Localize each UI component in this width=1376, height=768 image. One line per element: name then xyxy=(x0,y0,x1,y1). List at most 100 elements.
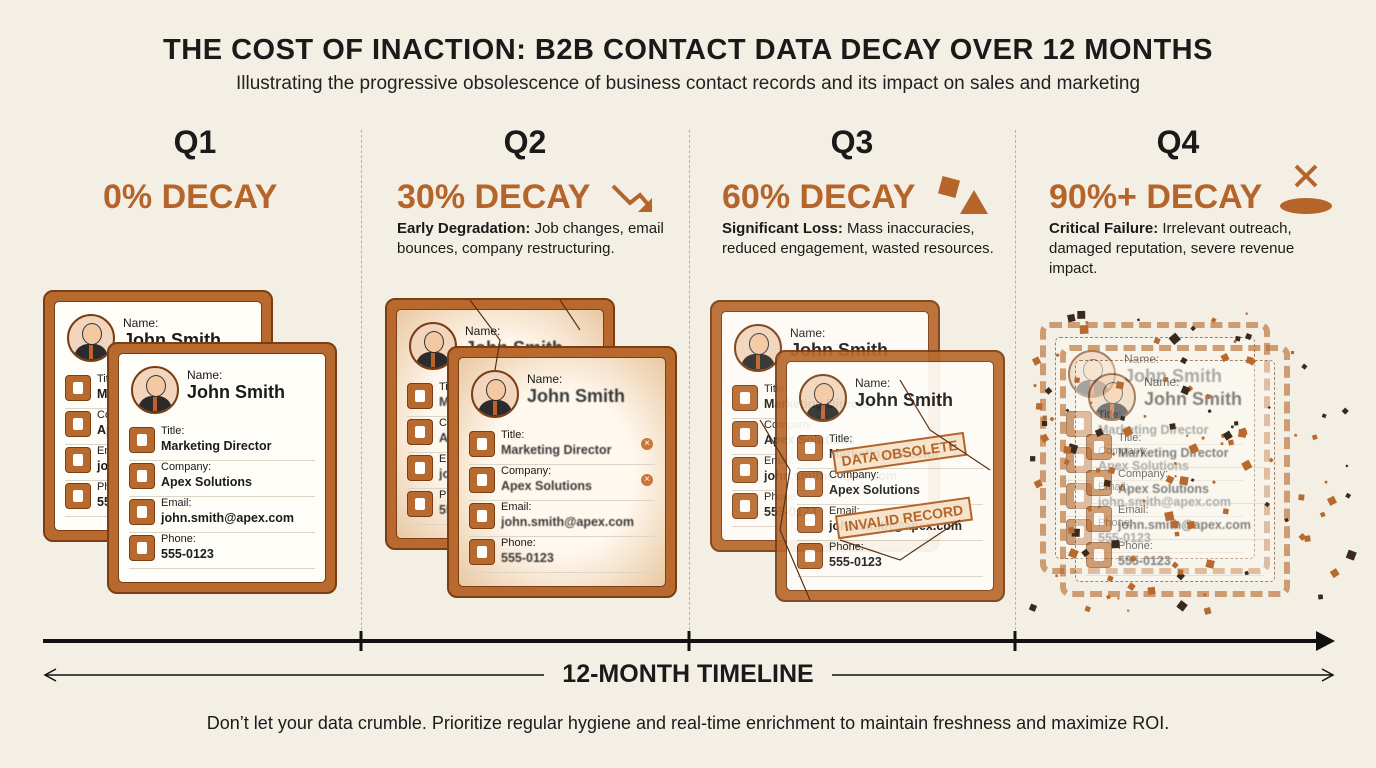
name-label: Name: xyxy=(527,372,563,386)
field-label: Email: xyxy=(501,501,532,513)
card-body: Name: John Smith Title: Marketing Director ×… xyxy=(458,357,666,587)
field-icon xyxy=(407,383,433,409)
field-label: Phone: xyxy=(1118,540,1153,552)
field-value: Apex Solutions xyxy=(1098,459,1189,473)
field-label: Phone: xyxy=(161,533,196,545)
name-label: Name: xyxy=(1124,352,1160,366)
field-label: Title: xyxy=(1118,432,1142,444)
quarter-label: Q1 xyxy=(173,124,217,160)
field-value: 555-0123 xyxy=(1098,531,1151,545)
avatar-head xyxy=(82,323,102,345)
field-row: Email: john.smith@apex.com xyxy=(1086,503,1264,540)
field-row: Email: john.smith@apex.com xyxy=(129,496,315,533)
field-icon xyxy=(129,535,155,561)
description-text: Job changes, email bounces, company rest… xyxy=(397,220,664,257)
field-row: Title: Marketing Director × xyxy=(469,428,655,465)
name-value: John Smith xyxy=(527,386,625,406)
error-icon: × xyxy=(641,474,653,486)
name-label: Name: xyxy=(465,324,501,338)
avatar-head xyxy=(486,379,506,401)
field-row: Company: Apex Solutions xyxy=(1086,467,1264,504)
contact-card: Name: John Smith Title: Marketing Director ×… xyxy=(447,346,677,598)
field-row: Phone: 555-0123 xyxy=(469,536,655,573)
description: Early Degradation: Job changes, email bo… xyxy=(397,219,687,259)
field-row: Phone: 555-0123 xyxy=(129,532,315,569)
description-text: Irrelevant outreach, damaged reputation,… xyxy=(1049,220,1295,277)
field-icon xyxy=(129,499,155,525)
quarter-label: Q2 xyxy=(503,124,547,160)
subtitle: Illustrating the progressive obsolescenc… xyxy=(235,73,1141,94)
field-icon xyxy=(407,455,433,481)
description: Critical Failure: Irrelevant outreach, d… xyxy=(1049,219,1339,279)
name-value: John Smith xyxy=(1144,389,1242,409)
avatar xyxy=(471,370,519,418)
field-row: Email: john.smith@apex.com xyxy=(469,500,655,537)
description-lead: Early Degradation: xyxy=(397,220,531,237)
field-row: Phone: 555-0123 xyxy=(797,540,983,577)
field-icon xyxy=(469,467,495,493)
decay-label: 0% DECAY xyxy=(103,178,278,216)
field-value: john.smith@apex.com xyxy=(161,511,295,525)
avatar-head xyxy=(814,383,834,405)
field-icon xyxy=(469,539,495,565)
footer: Don’t let your data crumble. Prioritize … xyxy=(206,713,1170,733)
timeline-label-text: 12-MONTH TIMELINE xyxy=(544,660,832,688)
quarter-label: Q3 xyxy=(830,124,874,160)
field-icon xyxy=(1086,506,1112,532)
name-value: John Smith xyxy=(855,390,953,410)
field-value: john.smith@apex.com xyxy=(501,515,635,529)
name-value: John Smith xyxy=(1124,366,1222,387)
decay-label: 30% DECAY xyxy=(397,178,591,216)
field-label: Phone: xyxy=(829,541,864,553)
field-icon xyxy=(65,447,91,473)
decay-label: 90%+ DECAY xyxy=(1049,178,1263,216)
field-icon xyxy=(1086,470,1112,496)
separator xyxy=(361,130,362,635)
field-value: 555-0123 xyxy=(829,555,882,569)
name-label: Name: xyxy=(855,376,891,390)
field-icon xyxy=(797,507,823,533)
description-lead: Critical Failure: xyxy=(1049,220,1159,237)
name-label: Name: xyxy=(790,326,826,340)
avatar-tie xyxy=(153,397,157,411)
field-icon xyxy=(1086,434,1112,460)
separator xyxy=(689,130,690,635)
field-icon xyxy=(732,493,758,519)
field-value: Marketing Director xyxy=(1118,446,1229,460)
field-icon xyxy=(732,385,758,411)
field-value: 555-0123 xyxy=(501,551,554,565)
avatar xyxy=(799,374,847,422)
field-label: Phone: xyxy=(501,537,536,549)
field-label: Email: xyxy=(1118,504,1149,516)
name-label: Name: xyxy=(1144,375,1180,389)
field-icon xyxy=(129,427,155,453)
field-label: Company: xyxy=(501,465,552,477)
field-icon xyxy=(1066,411,1092,437)
field-icon xyxy=(797,543,823,569)
error-icon: × xyxy=(641,438,653,450)
field-label: Company: xyxy=(161,461,212,473)
field-label: Company: xyxy=(1118,468,1169,480)
separator xyxy=(1015,130,1016,635)
field-icon xyxy=(732,457,758,483)
field-value: john.smith@apex.com xyxy=(1118,518,1252,532)
avatar-tie xyxy=(1110,404,1114,418)
name-label: Name: xyxy=(187,368,223,382)
description-lead: Significant Loss: xyxy=(722,220,843,237)
field-value: Apex Solutions xyxy=(829,483,920,497)
field-value: Apex Solutions xyxy=(1118,482,1209,496)
avatar-tie xyxy=(493,401,497,415)
field-icon xyxy=(65,483,91,509)
field-icon xyxy=(469,503,495,529)
avatar xyxy=(1088,373,1136,421)
avatar xyxy=(734,324,782,372)
field-icon xyxy=(732,421,758,447)
avatar-tie xyxy=(89,345,93,359)
description-text: Mass inaccuracies, reduced engagement, w… xyxy=(722,220,994,257)
card-body: Name:John Smith Title: Marketing Director C… xyxy=(1075,360,1275,582)
